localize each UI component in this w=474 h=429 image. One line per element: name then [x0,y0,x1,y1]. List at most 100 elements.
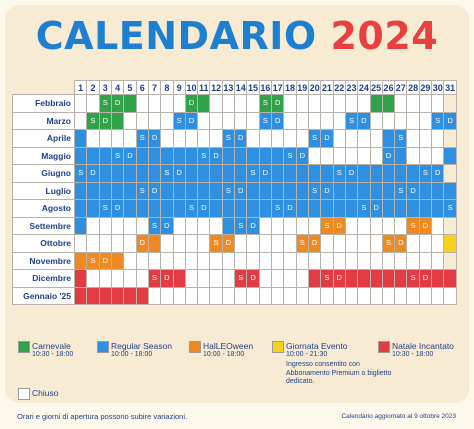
month-row: Febbraio S D S D S D S D [12,94,457,113]
legend-hours: 10:00 - 18:00 [111,351,153,358]
day-cell-regular-season [172,146,186,165]
legend-hours: 10:00 - 21:30 [286,351,328,358]
day-cell-closed: S [172,94,186,113]
day-cell-regular-season [73,181,88,200]
day-cell-regular-season [283,181,297,200]
day-header-row: 1 2 3 4 5 6 7 8 9 10 11 12 13 14 15 16 17 18 19 20 21 22 23 24 2… [13,80,457,95]
page-title: CALENDARIO 2024 [0,14,474,58]
day-cell-natale-incantato [357,269,371,288]
day-cell-carnevale: D [110,94,125,113]
day-header: 1 [73,80,88,95]
day-cell-closed [381,286,396,305]
day-cell-closed [320,251,334,270]
day-cell-regular-season [381,199,396,218]
day-cell-closed [381,251,396,270]
day-cell-regular-season [160,146,174,165]
day-cell-closed [431,129,445,148]
day-cell-closed [394,286,408,305]
day-cell-carnevale: S [86,111,100,130]
legend-swatch [272,341,284,353]
day-cell-regular-season [246,199,260,218]
day-cell-regular-season [209,199,223,218]
legend-name: Giornata Evento [286,341,348,351]
month-label: Settembre [12,216,75,235]
day-header: 5 [123,80,137,95]
day-cell-natale-incantato: S [406,269,420,288]
legend-hours: 10:00 - 18:00 [203,351,245,358]
day-cell-closed [406,146,420,165]
day-cell-closed [307,251,322,270]
day-cell-regular-season: D [357,111,371,130]
day-cell-regular-season: S [172,111,186,130]
day-cell-closed [209,269,223,288]
day-cell-closed [270,216,285,235]
month-label: Marzo [12,111,75,130]
day-header: 9 [172,80,186,95]
day-cell-closed [295,251,309,270]
day-cell-regular-season: D [320,129,334,148]
day-cell-regular-season [73,216,88,235]
day-cell-closed [221,94,236,113]
day-cell-regular-season [86,181,100,200]
day-cell-regular-season: S [307,181,322,200]
day-cell-closed [369,234,383,253]
day-cell-regular-season [381,129,396,148]
day-cell-closed [246,129,260,148]
day-cell-regular-season [135,146,149,165]
day-cell-closed [172,216,186,235]
day-cell-closed [86,129,100,148]
day-cell-regular-season [172,199,186,218]
day-cell-regular-season: S [283,146,297,165]
day-cell-halleoween: D [135,234,149,253]
day-cell-closed [135,94,149,113]
day-cell-natale-incantato [73,269,88,288]
day-cell-closed [147,251,162,270]
day-header: 8 [160,80,174,95]
legend-hours: 10:30 - 18:00 [32,351,74,358]
legend-name: HalLEOween [203,341,254,351]
day-header: 12 [209,80,223,95]
day-cell-closed [270,129,285,148]
day-cell-closed [283,94,297,113]
day-cell-closed [357,146,371,165]
day-cell-regular-season: S [344,111,359,130]
day-cell-closed [98,269,112,288]
day-cell-closed [406,286,420,305]
day-cell-regular-season: S [234,216,248,235]
day-cell-closed [295,216,309,235]
day-header: 26 [381,80,396,95]
day-header: 18 [283,80,297,95]
month-row: Maggio S D S D S D S D [12,146,457,165]
day-cell-regular-season [332,199,346,218]
day-cell-closed [147,286,162,305]
day-cell-closed [431,216,445,235]
day-header: 19 [295,80,309,95]
day-header: 13 [221,80,236,95]
day-cell-carnevale: D [270,94,285,113]
day-cell-regular-season [295,199,309,218]
day-cell-regular-season: D [258,164,273,183]
day-cell-regular-season: S [443,199,457,218]
day-header: 23 [344,80,359,95]
day-cell-natale-incantato [307,269,322,288]
day-cell-regular-season [209,181,223,200]
day-cell-regular-season [234,164,248,183]
day-cell-natale-incantato: D [418,269,433,288]
day-cell-regular-season: D [209,146,223,165]
day-cell-closed [172,129,186,148]
legend-swatch [97,341,109,353]
day-cell-closed [234,286,248,305]
day-cell-halleoween: S [86,251,100,270]
day-cell-closed [209,286,223,305]
day-header: 15 [246,80,260,95]
day-cell-regular-season [197,164,211,183]
day-cell-closed [110,216,125,235]
day-cell-halleoween: S [320,216,334,235]
day-cell-closed [246,111,260,130]
day-cell-closed [209,216,223,235]
day-cell-natale-incantato: S [147,269,162,288]
day-header: 6 [135,80,149,95]
month-row: Novembre S D S D S D S D S [12,251,457,270]
day-cell-regular-season [98,181,112,200]
day-cell-closed: D [357,94,371,113]
